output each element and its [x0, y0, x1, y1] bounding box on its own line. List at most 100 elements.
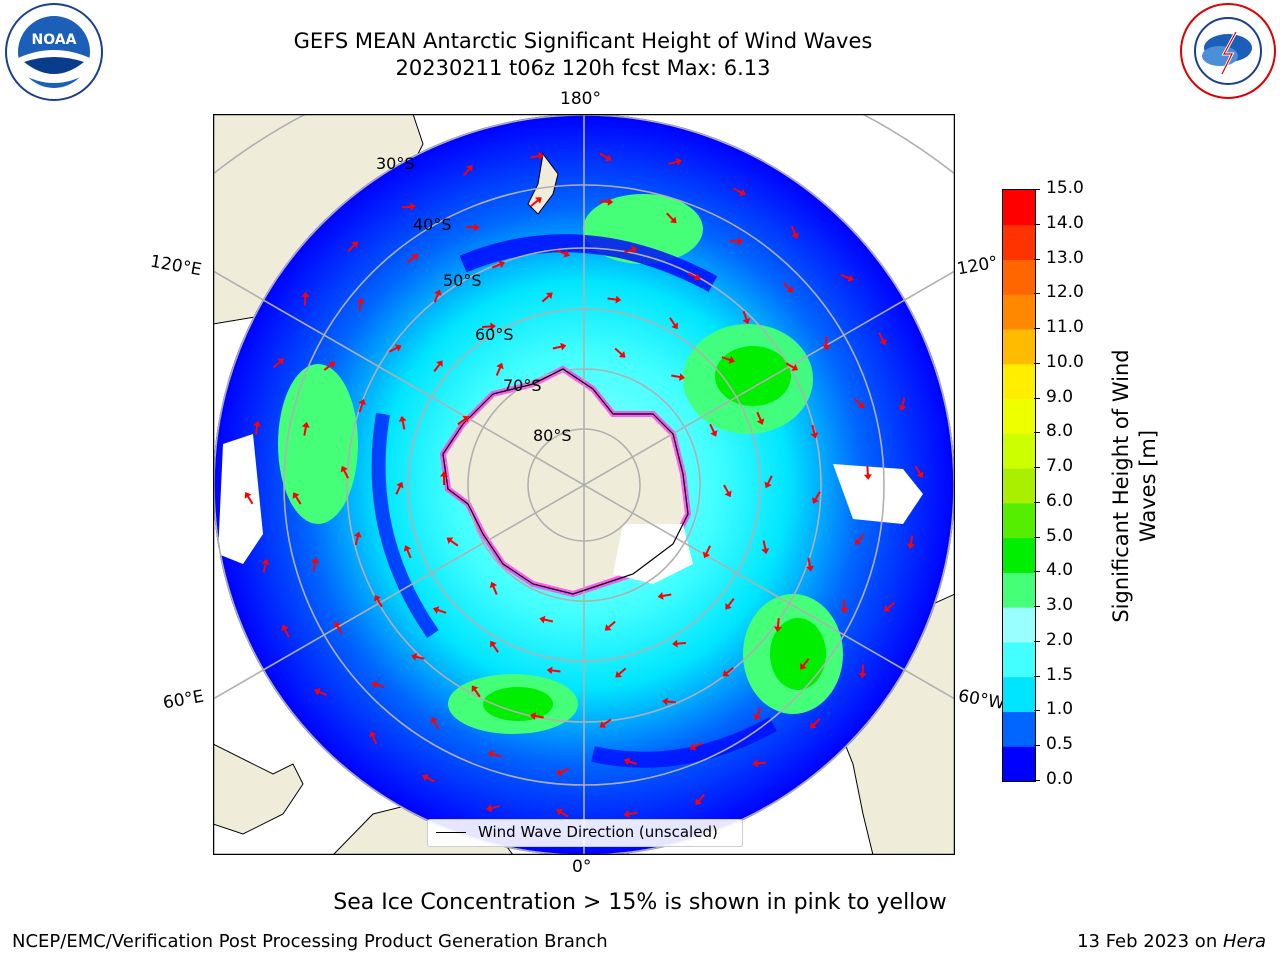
wind-arrow	[415, 655, 425, 660]
wind-arrow-head	[369, 731, 377, 738]
colorbar-segment	[1003, 363, 1035, 400]
wind-arrow	[628, 760, 638, 765]
wind-arrow	[697, 793, 706, 802]
wind-arrow-head	[546, 292, 553, 300]
legend-line-swatch	[436, 832, 466, 833]
lon-label-120w: 120°	[955, 252, 1000, 280]
wind-arrow	[358, 302, 362, 312]
wind-arrow-head	[496, 362, 504, 370]
colorbar-tick-label: 1.5	[1046, 664, 1074, 685]
wind-arrow-head	[374, 594, 381, 602]
wind-arrow	[433, 363, 441, 372]
wind-arrow-head	[812, 497, 820, 504]
wind-arrow	[495, 366, 502, 376]
lat-label-30s: 30°S	[376, 154, 415, 173]
wind-arrow	[318, 690, 328, 696]
wind-arrow-head	[358, 398, 367, 406]
wind-arrow-head	[840, 608, 849, 614]
colorbar-ticks: 0.0 0.5 1.0 1.5 2.0 3.0 4.0 5.0 6.0 7.0 8.0 9.0 10.0…	[1034, 178, 1094, 789]
colorbar-tick-label: 0.0	[1046, 769, 1074, 789]
wind-arrow-head	[394, 344, 402, 352]
wind-arrow	[551, 669, 561, 673]
wind-arrows	[244, 151, 924, 819]
lat-label-60s: 60°S	[475, 325, 514, 344]
colorbar-tick-mark	[1034, 745, 1040, 747]
wind-arrow-head	[631, 245, 638, 254]
wind-arrow	[709, 423, 715, 433]
wind-arrow-head	[599, 721, 607, 728]
wind-arrow	[559, 811, 569, 818]
wind-arrow	[375, 683, 385, 689]
wind-arrow-head	[301, 421, 310, 428]
wind-arrow-head	[657, 591, 664, 600]
wind-arrow	[354, 535, 359, 546]
wind-arrow-head	[530, 712, 537, 721]
sea-ice-note: Sea Ice Concentration > 15% is shown in …	[333, 890, 947, 915]
wind-arrow	[666, 212, 674, 221]
wind-arrow	[807, 557, 812, 568]
wind-arrow-head	[334, 621, 341, 629]
colorbar-tick-mark	[1034, 536, 1040, 538]
lat-label-40s: 40°S	[413, 215, 452, 234]
wind-arrow	[530, 154, 540, 159]
wind-arrow	[614, 347, 623, 356]
wind-arrow-head	[546, 666, 553, 675]
wind-arrow	[766, 475, 773, 485]
colorbar-segment	[1003, 537, 1035, 573]
wind-arrow-head	[560, 342, 567, 351]
wind-arrow	[693, 742, 703, 748]
wind-arrow-head	[466, 164, 473, 172]
wind-arrow-head	[607, 197, 614, 206]
wind-arrow	[733, 187, 742, 194]
wind-arrow-head	[605, 154, 612, 162]
wind-arrow	[246, 495, 254, 505]
wind-arrow-head	[822, 344, 831, 351]
wind-arrow	[303, 296, 307, 306]
colorbar-tick-label: 5.0	[1046, 525, 1074, 546]
colorbar-tick-label: 12.0	[1046, 282, 1084, 303]
colorbar-tick-label: 14.0	[1046, 212, 1084, 233]
wind-arrow-head	[669, 216, 677, 224]
colorbar-tick-mark	[1034, 223, 1040, 225]
wind-arrow	[449, 539, 459, 547]
wind-arrow	[814, 491, 821, 501]
wind-arrow	[909, 535, 914, 545]
colorbar-segment	[1003, 433, 1035, 469]
wind-arrow-head	[786, 286, 794, 293]
wind-arrow	[853, 398, 862, 406]
colorbar-tick-label: 6.0	[1046, 490, 1074, 511]
colorbar-segment	[1003, 607, 1035, 643]
wind-arrow	[756, 707, 762, 717]
wind-arrow	[433, 293, 439, 303]
wind-arrow	[811, 424, 816, 435]
wind-arrow	[666, 700, 676, 704]
wind-arrow-head	[244, 492, 252, 499]
wind-arrow	[618, 667, 627, 676]
wind-arrow-head	[898, 405, 907, 412]
wind-arrow-head	[810, 432, 819, 439]
wind-arrow-head	[689, 743, 697, 751]
footer-date: 13 Feb 2023 on Hera	[1077, 931, 1266, 952]
wind-arrow	[886, 601, 896, 610]
wind-arrow	[607, 297, 617, 301]
colorbar-tick-label: 15.0	[1046, 178, 1084, 198]
wind-arrow-head	[490, 322, 496, 331]
wind-arrow	[272, 360, 282, 369]
wind-arrow-head	[563, 250, 570, 258]
wind-arrow	[723, 484, 730, 494]
wind-arrow-head	[446, 537, 454, 545]
wind-arrow	[395, 485, 402, 495]
wind-arrow-head	[618, 351, 626, 358]
wind-arrow	[628, 811, 638, 816]
wind-arrow	[669, 317, 676, 326]
wind-arrow	[842, 599, 846, 609]
wind-arrow	[283, 628, 290, 638]
wind-arrow-head	[724, 490, 732, 498]
wind-arrow	[878, 332, 885, 342]
nws-logo	[1178, 2, 1278, 100]
wind-arrow	[343, 469, 349, 479]
colorbar-tick-label: 1.0	[1046, 699, 1074, 720]
wind-arrow	[534, 715, 544, 719]
wind-arrow-head	[604, 624, 612, 631]
wind-arrow	[721, 356, 731, 362]
